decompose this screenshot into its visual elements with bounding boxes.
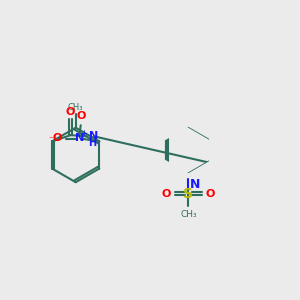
Text: N: N — [75, 133, 84, 142]
Text: N: N — [190, 178, 200, 191]
Text: +: + — [80, 129, 87, 138]
Text: O: O — [206, 189, 215, 199]
Text: ⁻: ⁻ — [48, 135, 53, 145]
Text: N: N — [88, 131, 98, 141]
Text: O: O — [66, 107, 75, 117]
Text: O: O — [76, 111, 86, 121]
Text: H: H — [88, 138, 97, 148]
Text: CH₃: CH₃ — [68, 103, 83, 112]
Text: O: O — [162, 189, 171, 199]
Text: O: O — [53, 133, 62, 142]
Text: S: S — [183, 187, 194, 201]
Text: CH₃: CH₃ — [180, 210, 197, 219]
